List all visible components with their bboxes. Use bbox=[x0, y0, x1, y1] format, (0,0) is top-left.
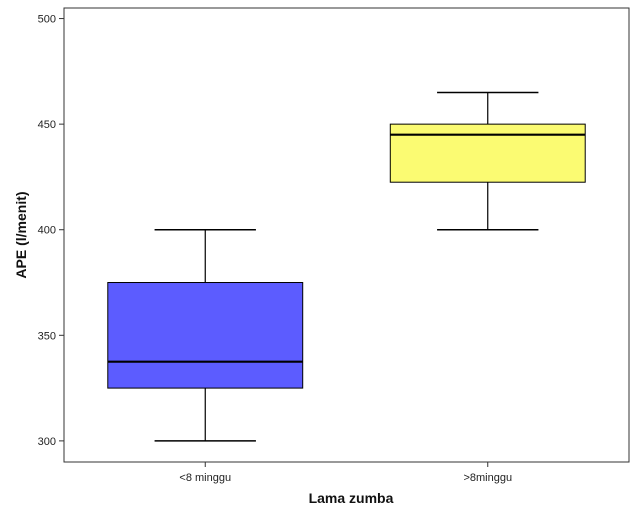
plot-border bbox=[63, 7, 630, 463]
x-axis: <8 minggu >8minggu bbox=[179, 462, 512, 484]
y-tick-label: 300 bbox=[38, 436, 56, 448]
y-axis: 300 350 400 450 500 bbox=[38, 14, 64, 448]
x-tick-label: <8 minggu bbox=[179, 472, 231, 484]
x-tick-label: >8minggu bbox=[463, 472, 512, 484]
y-axis-title: APE (l/menit) bbox=[13, 191, 29, 278]
boxes-layer bbox=[107, 91, 586, 442]
y-tick-label: 500 bbox=[38, 14, 56, 26]
box bbox=[107, 282, 304, 389]
y-tick-label: 350 bbox=[38, 330, 56, 342]
x-axis-title: Lama zumba bbox=[309, 490, 394, 506]
y-tick-label: 400 bbox=[38, 225, 56, 237]
box-group bbox=[389, 91, 586, 231]
box bbox=[389, 123, 586, 183]
y-tick-label: 450 bbox=[38, 119, 56, 131]
box-group bbox=[107, 228, 304, 442]
plot-area bbox=[63, 7, 630, 463]
